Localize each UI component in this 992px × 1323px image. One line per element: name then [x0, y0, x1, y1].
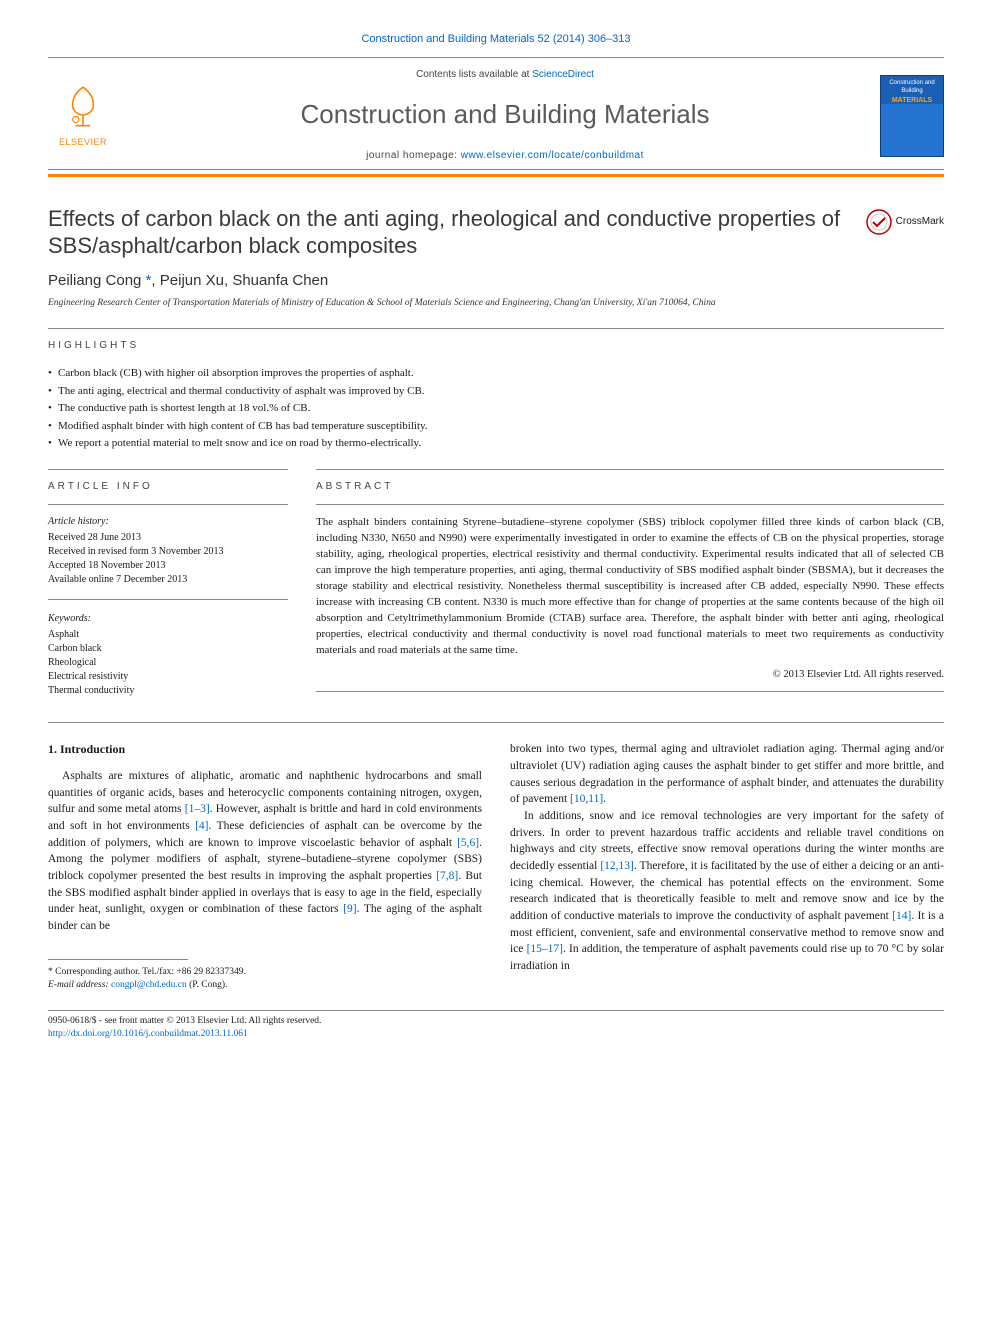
citation-line: Construction and Building Materials 52 (…	[48, 32, 944, 47]
body-column-right: broken into two types, thermal aging and…	[510, 741, 944, 992]
contents-available: Contents lists available at ScienceDirec…	[130, 68, 880, 82]
article-info-label: ARTICLE INFO	[48, 480, 288, 494]
sciencedirect-link[interactable]: ScienceDirect	[532, 69, 594, 80]
keyword: Electrical resistivity	[48, 670, 288, 684]
body-columns: 1. Introduction Asphalts are mixtures of…	[48, 741, 944, 992]
masthead-center: Contents lists available at ScienceDirec…	[130, 68, 880, 162]
divider	[48, 469, 288, 470]
email-link[interactable]: congpl@chd.edu.cn	[111, 980, 187, 990]
keyword: Rheological	[48, 656, 288, 670]
email-suffix: (P. Cong).	[187, 980, 228, 990]
accent-bar	[48, 174, 944, 177]
author-1: Peiliang Cong	[48, 272, 141, 289]
divider	[316, 504, 944, 505]
keyword: Carbon black	[48, 642, 288, 656]
article-title: Effects of carbon black on the anti agin…	[48, 205, 846, 260]
affiliation: Engineering Research Center of Transport…	[48, 297, 944, 310]
abstract-copyright: © 2013 Elsevier Ltd. All rights reserved…	[316, 668, 944, 683]
info-abstract-row: ARTICLE INFO Article history: Received 2…	[48, 469, 944, 702]
crossmark-label: CrossMark	[896, 215, 944, 229]
footer-text: 0950-0618/$ - see front matter © 2013 El…	[48, 1015, 944, 1041]
highlight-item: The anti aging, electrical and thermal c…	[48, 383, 944, 401]
divider	[48, 599, 288, 600]
highlights-list: Carbon black (CB) with higher oil absorp…	[48, 365, 944, 453]
publisher-name: ELSEVIER	[59, 136, 107, 149]
abstract-text: The asphalt binders containing Styrene–b…	[316, 515, 944, 658]
highlight-item: Modified asphalt binder with high conten…	[48, 418, 944, 436]
abstract-label: ABSTRACT	[316, 480, 944, 494]
divider	[48, 504, 288, 505]
article-info-column: ARTICLE INFO Article history: Received 2…	[48, 469, 288, 702]
cover-line1: Construction and Building	[884, 79, 940, 96]
crossmark-badge[interactable]: CrossMark	[866, 209, 944, 235]
keyword: Asphalt	[48, 628, 288, 642]
journal-title: Construction and Building Materials	[130, 96, 880, 132]
body-paragraph: In additions, snow and ice removal techn…	[510, 808, 944, 975]
elsevier-logo: ELSEVIER	[48, 76, 118, 156]
divider	[48, 722, 944, 723]
contents-prefix: Contents lists available at	[416, 69, 532, 80]
journal-homepage: journal homepage: www.elsevier.com/locat…	[130, 149, 880, 163]
keywords-label: Keywords:	[48, 612, 288, 626]
highlights-label: HIGHLIGHTS	[48, 339, 944, 353]
history-revised: Received in revised form 3 November 2013	[48, 545, 288, 559]
keyword: Thermal conductivity	[48, 684, 288, 698]
divider	[316, 691, 944, 692]
highlight-item: The conductive path is shortest length a…	[48, 400, 944, 418]
divider	[316, 469, 944, 470]
homepage-prefix: journal homepage:	[366, 150, 461, 161]
section-heading-introduction: 1. Introduction	[48, 741, 482, 758]
elsevier-tree-icon	[57, 82, 109, 134]
email-footnote: E-mail address: congpl@chd.edu.cn (P. Co…	[48, 979, 482, 992]
email-label: E-mail address:	[48, 980, 111, 990]
corresponding-footnote: * Corresponding author. Tel./fax: +86 29…	[48, 966, 482, 979]
highlight-item: Carbon black (CB) with higher oil absorp…	[48, 365, 944, 383]
author-3: Shuanfa Chen	[232, 272, 328, 289]
authors: Peiliang Cong *, Peijun Xu, Shuanfa Chen	[48, 270, 944, 291]
body-column-left: 1. Introduction Asphalts are mixtures of…	[48, 741, 482, 992]
article-header: Effects of carbon black on the anti agin…	[48, 205, 944, 260]
divider	[48, 328, 944, 329]
body-paragraph: broken into two types, thermal aging and…	[510, 741, 944, 808]
journal-cover-thumbnail: Construction and Building MATERIALS	[880, 75, 944, 157]
corresponding-mark[interactable]: *	[146, 272, 152, 289]
footnote-rule	[48, 959, 188, 960]
masthead: ELSEVIER Contents lists available at Sci…	[48, 57, 944, 169]
footer-rule	[48, 1010, 944, 1011]
footer-copyright: 0950-0618/$ - see front matter © 2013 El…	[48, 1016, 321, 1026]
history-accepted: Accepted 18 November 2013	[48, 559, 288, 573]
history-label: Article history:	[48, 515, 288, 529]
history-received: Received 28 June 2013	[48, 531, 288, 545]
body-paragraph: Asphalts are mixtures of aliphatic, arom…	[48, 768, 482, 935]
doi-link[interactable]: http://dx.doi.org/10.1016/j.conbuildmat.…	[48, 1029, 248, 1039]
cover-line2: MATERIALS	[884, 96, 940, 106]
crossmark-icon	[866, 209, 892, 235]
author-2: Peijun Xu	[160, 272, 224, 289]
abstract-column: ABSTRACT The asphalt binders containing …	[316, 469, 944, 702]
highlight-item: We report a potential material to melt s…	[48, 435, 944, 453]
homepage-link[interactable]: www.elsevier.com/locate/conbuildmat	[461, 150, 644, 161]
history-online: Available online 7 December 2013	[48, 573, 288, 587]
